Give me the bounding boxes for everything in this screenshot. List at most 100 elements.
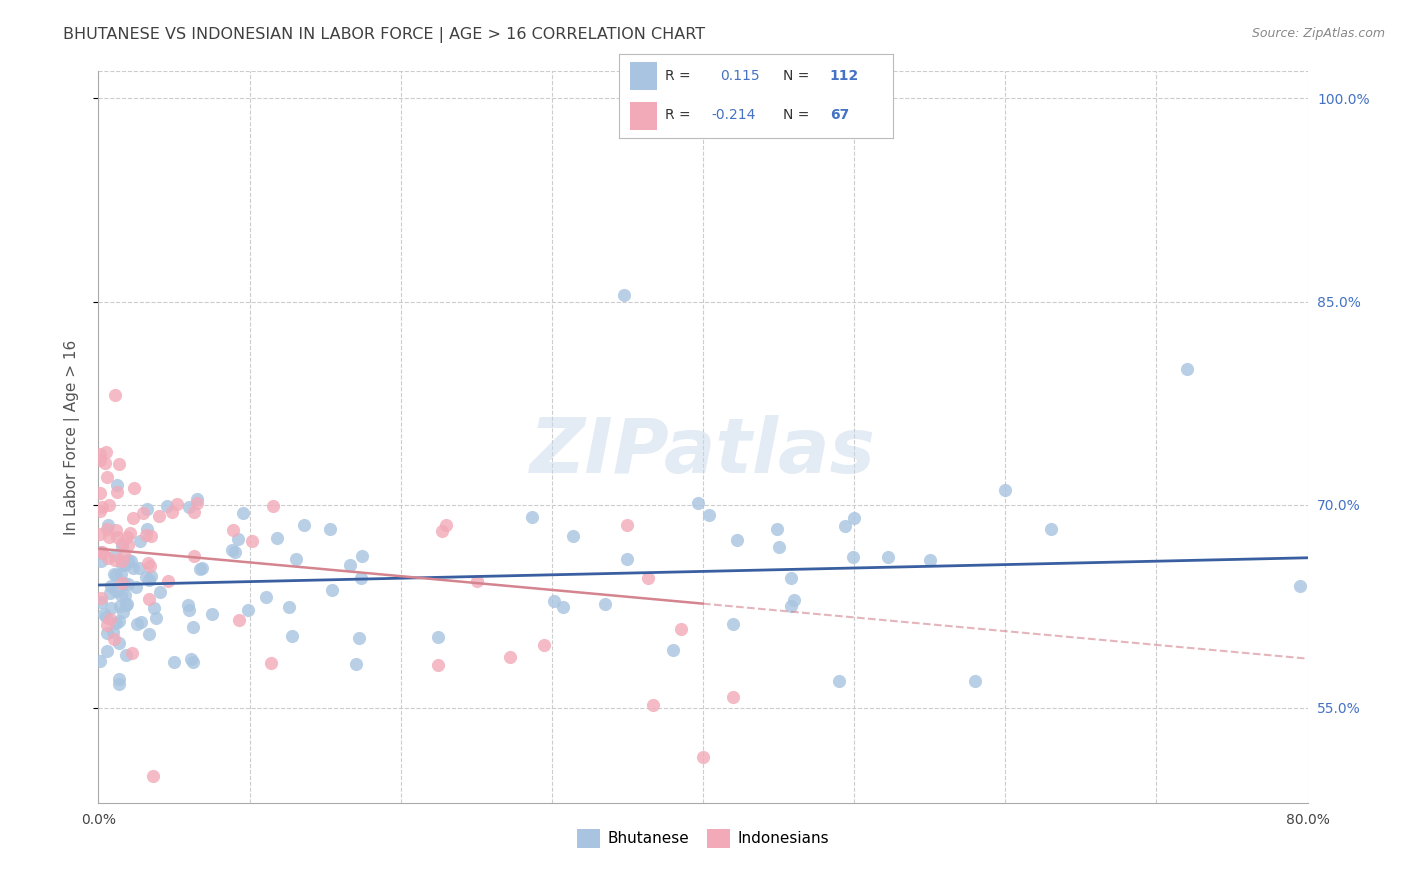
Point <box>117 538 139 552</box>
Point <box>181 655 204 669</box>
Point <box>145 611 167 625</box>
Point <box>834 519 856 533</box>
Point <box>181 620 204 634</box>
Point <box>104 567 127 582</box>
Text: Source: ZipAtlas.com: Source: ZipAtlas.com <box>1251 27 1385 40</box>
Point <box>183 549 205 564</box>
Point <box>339 558 361 573</box>
Point <box>139 569 162 583</box>
Point <box>100 579 122 593</box>
Point <box>319 522 342 536</box>
Point <box>266 531 288 545</box>
Text: 67: 67 <box>830 109 849 122</box>
Point <box>543 594 565 608</box>
Point <box>121 646 143 660</box>
Point <box>90 545 112 559</box>
Point <box>281 629 304 643</box>
Point <box>105 530 128 544</box>
Point <box>643 698 665 713</box>
Point <box>692 843 714 857</box>
Point <box>1039 522 1062 536</box>
Point <box>551 599 574 614</box>
Point <box>114 558 136 573</box>
Point <box>432 524 454 538</box>
Point <box>177 500 200 514</box>
Point <box>179 603 201 617</box>
Text: R =: R = <box>665 109 690 122</box>
Point <box>344 657 367 671</box>
Point <box>254 590 277 604</box>
Point <box>110 566 132 581</box>
Point <box>721 690 744 705</box>
Point <box>765 522 787 536</box>
Point <box>725 533 748 548</box>
Point <box>136 556 159 570</box>
Point <box>191 561 214 575</box>
Point <box>142 769 165 783</box>
Point <box>105 485 128 500</box>
Text: 112: 112 <box>830 69 859 83</box>
Point <box>828 673 851 688</box>
Point <box>111 536 134 550</box>
Point <box>97 550 120 565</box>
Point <box>136 522 159 536</box>
Point <box>104 388 127 402</box>
Point <box>352 549 374 563</box>
Point <box>180 652 202 666</box>
Point <box>768 540 790 554</box>
Point <box>117 576 139 591</box>
Point <box>111 605 134 619</box>
Point <box>90 544 112 558</box>
Point <box>129 533 152 548</box>
Text: -0.214: -0.214 <box>711 109 756 122</box>
Point <box>111 539 134 553</box>
Point <box>350 571 373 585</box>
Point <box>89 504 111 518</box>
Point <box>108 672 131 686</box>
Point <box>104 548 127 562</box>
Point <box>125 580 148 594</box>
Point <box>114 588 136 602</box>
Legend: Bhutanese, Indonesians: Bhutanese, Indonesians <box>571 822 835 854</box>
Point <box>163 655 186 669</box>
Point <box>183 505 205 519</box>
Point <box>94 610 117 624</box>
Point <box>686 496 709 510</box>
Point <box>844 510 866 524</box>
Point <box>97 531 120 545</box>
Point <box>637 571 659 585</box>
Point <box>613 288 636 302</box>
Point <box>91 546 114 560</box>
Point <box>692 749 714 764</box>
Point <box>224 545 246 559</box>
Point <box>616 552 638 566</box>
Point <box>260 656 283 670</box>
Point <box>139 529 162 543</box>
Point <box>117 552 139 566</box>
Point <box>108 458 131 472</box>
Point <box>177 598 200 612</box>
Point <box>780 571 803 585</box>
Point <box>499 650 522 665</box>
Point <box>110 588 132 602</box>
Point <box>138 558 160 573</box>
Point <box>562 529 585 543</box>
Point <box>222 523 245 537</box>
Point <box>104 553 127 567</box>
Point <box>186 496 208 510</box>
Point <box>188 562 211 576</box>
Bar <box>630 102 657 130</box>
Point <box>138 627 160 641</box>
Point <box>103 632 125 646</box>
Point <box>97 517 120 532</box>
Point <box>100 601 122 615</box>
Point <box>115 597 138 611</box>
Point <box>697 508 720 522</box>
Point <box>112 547 135 561</box>
Point <box>96 626 118 640</box>
Point <box>149 585 172 599</box>
Point <box>101 625 124 640</box>
Text: R =: R = <box>665 69 690 83</box>
Text: 0.115: 0.115 <box>720 69 759 83</box>
Point <box>91 500 114 514</box>
